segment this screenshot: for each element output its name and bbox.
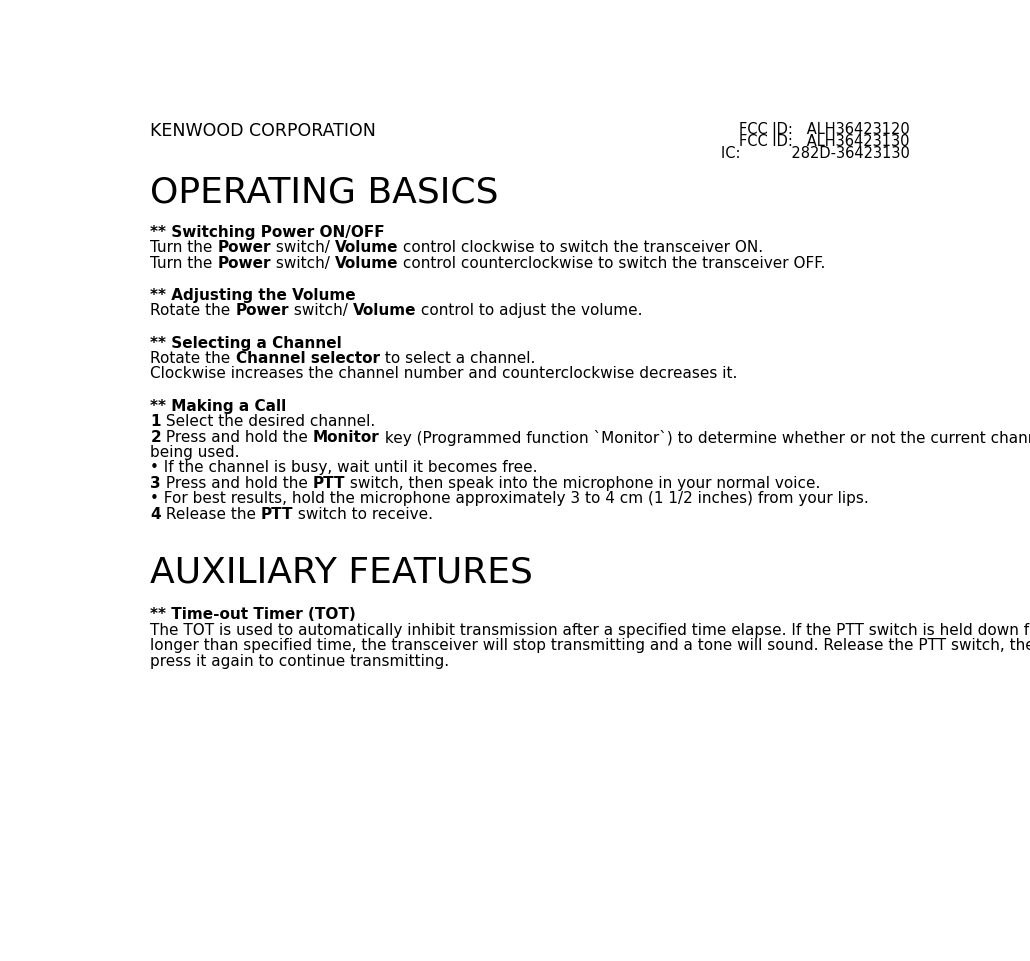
Text: 2: 2 [150, 430, 162, 444]
Text: Turn the: Turn the [150, 240, 217, 255]
Text: switch, then speak into the microphone in your normal voice.: switch, then speak into the microphone i… [345, 476, 821, 490]
Text: • If the channel is busy, wait until it becomes free.: • If the channel is busy, wait until it … [150, 460, 538, 475]
Text: PTT: PTT [313, 476, 345, 490]
Text: control to adjust the volume.: control to adjust the volume. [416, 303, 643, 318]
Text: ** Time-out Timer (TOT): ** Time-out Timer (TOT) [150, 606, 356, 622]
Text: Rotate the: Rotate the [150, 351, 236, 366]
Text: longer than specified time, the transceiver will stop transmitting and a tone wi: longer than specified time, the transcei… [150, 637, 1030, 653]
Text: control counterclockwise to switch the transceiver OFF.: control counterclockwise to switch the t… [399, 256, 826, 270]
Text: control clockwise to switch the transceiver ON.: control clockwise to switch the transcei… [399, 240, 763, 255]
Text: press it again to continue transmitting.: press it again to continue transmitting. [150, 653, 449, 668]
Text: to select a channel.: to select a channel. [380, 351, 535, 366]
Text: switch to receive.: switch to receive. [294, 506, 434, 521]
Text: Channel selector: Channel selector [236, 351, 380, 366]
Text: 4: 4 [150, 506, 161, 521]
Text: Release the: Release the [161, 506, 261, 521]
Text: The TOT is used to automatically inhibit transmission after a specified time ela: The TOT is used to automatically inhibit… [150, 622, 1030, 637]
Text: IC:           282D-36423130: IC: 282D-36423130 [721, 146, 909, 161]
Text: ** Adjusting the Volume: ** Adjusting the Volume [150, 287, 356, 303]
Text: ** Making a Call: ** Making a Call [150, 399, 286, 413]
Text: Clockwise increases the channel number and counterclockwise decreases it.: Clockwise increases the channel number a… [150, 366, 737, 382]
Text: Press and hold the: Press and hold the [162, 430, 313, 444]
Text: Press and hold the: Press and hold the [161, 476, 313, 490]
Text: Power: Power [217, 256, 271, 270]
Text: Rotate the: Rotate the [150, 303, 236, 318]
Text: Select the desired channel.: Select the desired channel. [161, 414, 375, 429]
Text: Volume: Volume [353, 303, 416, 318]
Text: switch/: switch/ [289, 303, 353, 318]
Text: Monitor: Monitor [313, 430, 380, 444]
Text: OPERATING BASICS: OPERATING BASICS [150, 175, 499, 209]
Text: Volume: Volume [335, 240, 399, 255]
Text: switch/: switch/ [271, 256, 335, 270]
Text: Turn the: Turn the [150, 256, 217, 270]
Text: Power: Power [236, 303, 289, 318]
Text: AUXILIARY FEATURES: AUXILIARY FEATURES [150, 555, 534, 589]
Text: switch/: switch/ [271, 240, 335, 255]
Text: Power: Power [217, 240, 271, 255]
Text: KENWOOD CORPORATION: KENWOOD CORPORATION [150, 121, 376, 139]
Text: FCC ID:   ALH36423120: FCC ID: ALH36423120 [740, 121, 909, 136]
Text: FCC ID:   ALH36423130: FCC ID: ALH36423130 [740, 134, 909, 149]
Text: ** Selecting a Channel: ** Selecting a Channel [150, 335, 342, 351]
Text: PTT: PTT [261, 506, 294, 521]
Text: • For best results, hold the microphone approximately 3 to 4 cm (1 1/2 inches) f: • For best results, hold the microphone … [150, 491, 869, 505]
Text: key (Programmed function `Monitor`) to determine whether or not the current chan: key (Programmed function `Monitor`) to d… [380, 430, 1030, 445]
Text: 1: 1 [150, 414, 161, 429]
Text: 3: 3 [150, 476, 161, 490]
Text: ** Switching Power ON/OFF: ** Switching Power ON/OFF [150, 225, 385, 239]
Text: Volume: Volume [335, 256, 399, 270]
Text: being used.: being used. [150, 445, 240, 459]
